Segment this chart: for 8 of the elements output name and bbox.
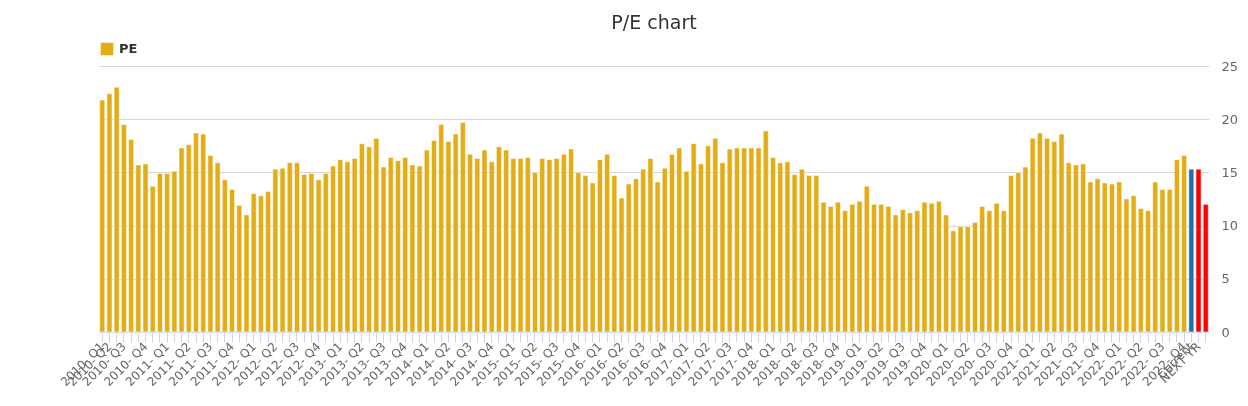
y-tick-label: 20	[1221, 111, 1239, 127]
legend-label: PE	[119, 41, 138, 56]
chart-title: P/E chart	[611, 11, 697, 33]
y-tick-label: 15	[1221, 164, 1239, 180]
y-tick-label: 25	[1221, 58, 1239, 74]
y-tick-label: 5	[1221, 271, 1230, 287]
y-tick-label: 0	[1221, 324, 1230, 340]
y-tick-label: 10	[1221, 218, 1239, 234]
